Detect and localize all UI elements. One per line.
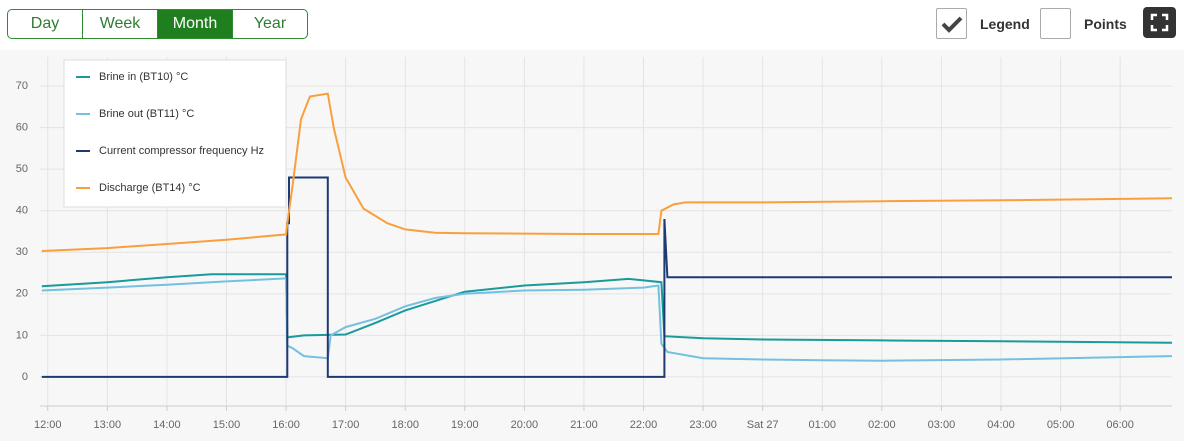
x-tick-label: 05:00 [1047, 419, 1075, 431]
y-tick-label: 60 [16, 122, 28, 134]
series-line [41, 273, 1173, 344]
x-tick-label: 17:00 [332, 419, 360, 431]
checkmark [941, 16, 962, 33]
fullscreen-button[interactable] [1143, 7, 1176, 38]
legend-label: Brine out (BT11) °C [99, 108, 194, 120]
range-selector: Day Week Month Year [7, 9, 308, 39]
range-button[interactable]: Week [82, 10, 157, 38]
x-tick-label: 18:00 [391, 419, 419, 431]
x-tick-label: 04:00 [987, 419, 1015, 431]
x-tick-label: 13:00 [94, 419, 122, 431]
x-tick-label: 23:00 [689, 419, 717, 431]
toggle-label: Points [1084, 15, 1127, 32]
x-tick-label: 12:00 [34, 419, 62, 431]
toggle[interactable]: Points [1040, 8, 1127, 39]
series-line [41, 176, 1172, 378]
checkbox[interactable] [1040, 8, 1071, 39]
legend-label: Current compressor frequency Hz [99, 145, 264, 157]
x-tick-label: 02:00 [868, 419, 896, 431]
fullscreen-icon [1150, 13, 1169, 32]
range-button[interactable]: Year [232, 10, 307, 38]
legend: Brine in (BT10) °C Brine out (BT11) °C Cur… [63, 59, 287, 208]
y-tick-label: 0 [22, 371, 28, 383]
x-tick-label: 06:00 [1106, 419, 1134, 431]
x-tick-label: 14:00 [153, 419, 181, 431]
toggle[interactable]: Legend [936, 8, 1030, 39]
y-tick-label: 70 [16, 80, 28, 92]
legend-label: Brine in (BT10) °C [99, 71, 188, 83]
checkbox[interactable] [936, 8, 967, 39]
x-tick-label: 22:00 [630, 419, 658, 431]
series-line [41, 92, 1173, 252]
legend-box [63, 59, 287, 208]
y-tick-label: 30 [16, 246, 28, 258]
range-button[interactable]: Day [30, 15, 60, 32]
x-tick-label: 21:00 [570, 419, 598, 431]
range-button[interactable]: Month [157, 10, 232, 38]
y-tick-label: 40 [16, 205, 28, 217]
legend-label: Discharge (BT14) °C [99, 182, 201, 194]
x-tick-label: 20:00 [511, 419, 539, 431]
y-tick-label: 50 [16, 163, 28, 175]
x-tick-label: 15:00 [213, 419, 241, 431]
y-tick-label: 20 [16, 288, 28, 300]
toggle-label: Legend [980, 15, 1030, 32]
chart: 0 10 20 30 40 50 60 70 12:00 13:00 14:00 15:00 16:00… [0, 50, 1184, 441]
x-tick-label: 16:00 [272, 419, 300, 431]
x-tick-label: Sat 27 [747, 419, 779, 431]
y-tick-label: 10 [16, 329, 28, 341]
x-tick-label: 03:00 [928, 419, 956, 431]
x-tick-label: 01:00 [809, 419, 837, 431]
x-tick-label: 19:00 [451, 419, 479, 431]
